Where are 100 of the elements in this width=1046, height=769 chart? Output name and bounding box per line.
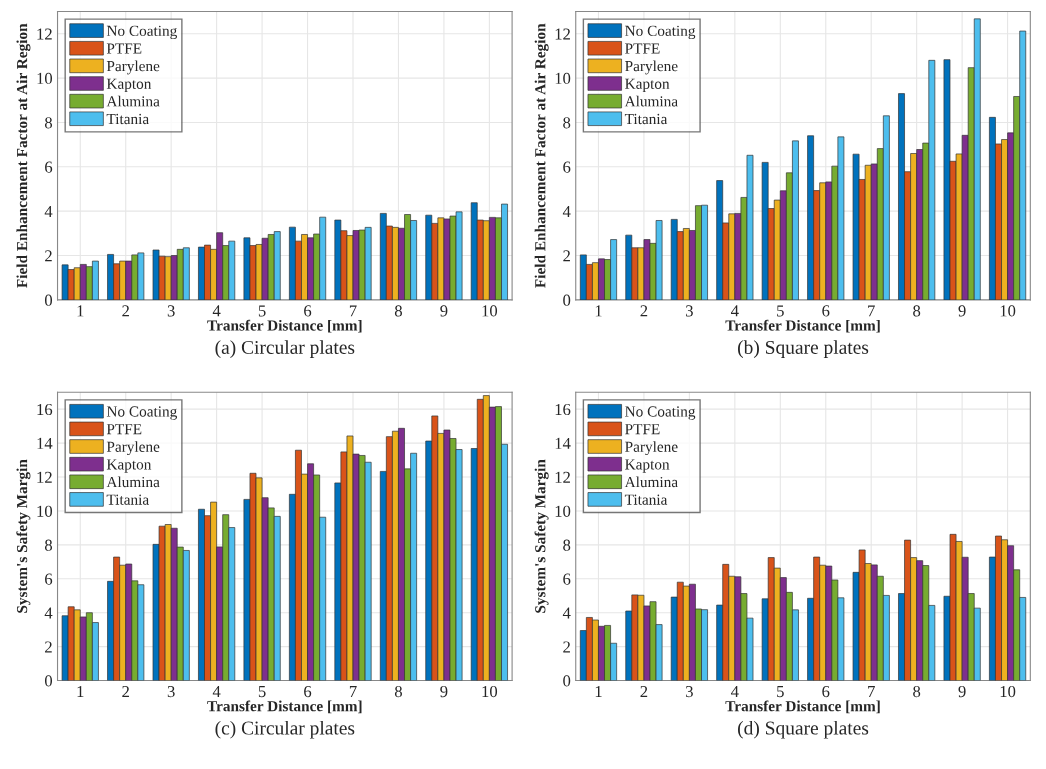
- y-tick-label: 2: [563, 250, 570, 262]
- legend-label: Parylene: [106, 441, 160, 456]
- x-tick-label: 2: [640, 305, 648, 317]
- y-tick-label: 4: [44, 205, 53, 217]
- x-tick-label: 8: [394, 305, 402, 317]
- x-tick-label: 10: [482, 685, 498, 698]
- y-tick-label: 8: [563, 117, 571, 129]
- x-tick-label: 6: [304, 685, 312, 698]
- legend-label: PTFE: [625, 43, 660, 54]
- y-tick-label: 6: [45, 161, 53, 173]
- y-tick-label: 0: [44, 675, 53, 687]
- legend-label: Titania: [624, 494, 668, 505]
- y-tick-label: 6: [563, 573, 571, 585]
- x-tick-label: 9: [958, 305, 966, 317]
- legend-label: Titania: [106, 494, 149, 505]
- x-tick-label: 3: [167, 685, 175, 698]
- x-tick-label: 1: [77, 685, 84, 697]
- legend-label: Alumina: [624, 476, 678, 488]
- x-tick-label: 9: [440, 685, 448, 698]
- x-tick-label: 7: [349, 686, 357, 697]
- y-tick-label: 0: [563, 294, 571, 306]
- legend-label: Titania: [106, 113, 149, 125]
- x-tick-label: 7: [868, 686, 875, 697]
- legend-label: Kapton: [625, 459, 670, 473]
- x-tick-label: 3: [686, 685, 693, 698]
- legend-label: No Coating: [625, 406, 696, 420]
- x-tick-label: 5: [258, 305, 266, 317]
- legend-label: Alumina: [106, 95, 160, 107]
- y-tick-label: 12: [555, 471, 570, 483]
- x-tick-label: 4: [212, 305, 221, 317]
- x-tick-label: 10: [1000, 685, 1016, 698]
- legend-label: Kapton: [106, 459, 152, 473]
- x-tick-label: 8: [913, 685, 921, 698]
- legend-label: Parylene: [625, 441, 678, 456]
- text: (d) Square plates: [738, 720, 869, 739]
- x-tick-label: 8: [394, 685, 402, 698]
- y-tick-label: 4: [562, 607, 571, 619]
- x-tick-label: 3: [686, 305, 693, 317]
- x-tick-label: 7: [868, 305, 875, 317]
- x-axis-title: Transfer Distance [mm]: [207, 700, 362, 714]
- text: (b) Square plates: [738, 340, 869, 358]
- x-tick-label: 4: [731, 305, 739, 317]
- legend-label: No Coating: [106, 406, 177, 420]
- x-tick-label: 9: [440, 305, 448, 317]
- y-tick-label: 16: [555, 403, 571, 416]
- x-tick-label: 2: [640, 685, 648, 697]
- x-tick-label: 5: [777, 686, 784, 698]
- x-tick-label: 2: [122, 685, 129, 697]
- bar: [716, 180, 724, 300]
- text: (c) Circular plates: [215, 720, 355, 739]
- bar: [852, 153, 860, 300]
- y-tick-label: 8: [44, 117, 53, 129]
- bar: [152, 249, 160, 300]
- y-tick-label: 10: [555, 505, 571, 517]
- y-axis-title: Field Enhancement Factor at Air Region: [534, 23, 549, 288]
- legend-label: PTFE: [625, 424, 660, 435]
- x-tick-label: 6: [822, 685, 830, 698]
- x-tick-label: 10: [482, 305, 498, 317]
- y-tick-label: 2: [563, 641, 570, 653]
- y-tick-label: 4: [562, 205, 571, 217]
- y-tick-label: 16: [37, 403, 53, 416]
- legend-label: PTFE: [106, 424, 142, 435]
- y-tick-label: 8: [563, 539, 571, 551]
- x-tick-label: 1: [77, 305, 84, 317]
- y-tick-label: 6: [45, 573, 53, 585]
- legend-label: Alumina: [106, 476, 160, 488]
- text: (a) Circular plates: [215, 340, 355, 358]
- x-tick-label: 2: [122, 305, 129, 317]
- x-tick-label: 6: [304, 305, 312, 317]
- y-tick-label: 0: [563, 675, 571, 687]
- y-tick-label: 12: [37, 471, 52, 483]
- y-axis-title: System's Safety Margin: [534, 459, 549, 613]
- bar: [425, 214, 433, 300]
- x-tick-label: 1: [595, 685, 602, 697]
- x-tick-label: 10: [1000, 305, 1016, 317]
- y-tick-label: 0: [44, 294, 53, 306]
- y-tick-label: 8: [44, 539, 53, 551]
- x-axis-title: Transfer Distance [mm]: [207, 319, 362, 333]
- legend-label: No Coating: [625, 25, 696, 40]
- x-tick-label: 4: [731, 686, 739, 697]
- bar: [943, 59, 951, 300]
- x-tick-label: 5: [777, 305, 784, 317]
- y-tick-label: 12: [555, 28, 570, 40]
- x-axis-title: Transfer Distance [mm]: [725, 700, 880, 714]
- bar: [625, 234, 633, 300]
- y-tick-label: 12: [37, 28, 52, 40]
- x-axis-title: Transfer Distance [mm]: [725, 319, 880, 333]
- legend-label: Parylene: [625, 60, 678, 75]
- x-tick-label: 7: [349, 305, 357, 317]
- x-tick-label: 1: [595, 305, 602, 317]
- y-tick-label: 10: [555, 72, 571, 85]
- bar: [243, 237, 251, 300]
- x-tick-label: 9: [958, 685, 966, 698]
- x-tick-label: 8: [913, 305, 921, 317]
- y-tick-label: 14: [37, 437, 53, 449]
- x-tick-label: 3: [167, 305, 175, 317]
- y-tick-label: 2: [45, 250, 52, 262]
- y-tick-label: 10: [37, 505, 53, 517]
- y-tick-label: 6: [563, 161, 571, 173]
- y-axis-title: Field Enhancement Factor at Air Region: [16, 23, 31, 288]
